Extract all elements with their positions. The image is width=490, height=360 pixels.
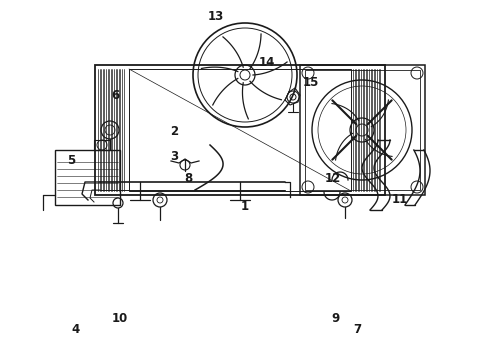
Bar: [305, 70, 420, 190]
Text: 1: 1: [241, 201, 249, 213]
Bar: [129, 69, 351, 191]
Text: 10: 10: [112, 312, 128, 325]
Text: 9: 9: [332, 312, 340, 325]
Text: 12: 12: [325, 172, 342, 185]
Bar: [95, 65, 385, 195]
Text: 5: 5: [67, 154, 75, 167]
Text: 3: 3: [170, 150, 178, 163]
Text: 8: 8: [185, 172, 193, 185]
Text: 11: 11: [391, 193, 408, 206]
Text: 2: 2: [170, 125, 178, 138]
Bar: [300, 65, 425, 195]
Text: 7: 7: [354, 323, 362, 336]
Bar: [55, 150, 120, 205]
Text: 4: 4: [72, 323, 80, 336]
Text: 6: 6: [111, 89, 119, 102]
Bar: [94, 140, 110, 150]
Text: 14: 14: [259, 57, 275, 69]
Text: 13: 13: [207, 10, 224, 23]
Text: 15: 15: [303, 76, 319, 89]
